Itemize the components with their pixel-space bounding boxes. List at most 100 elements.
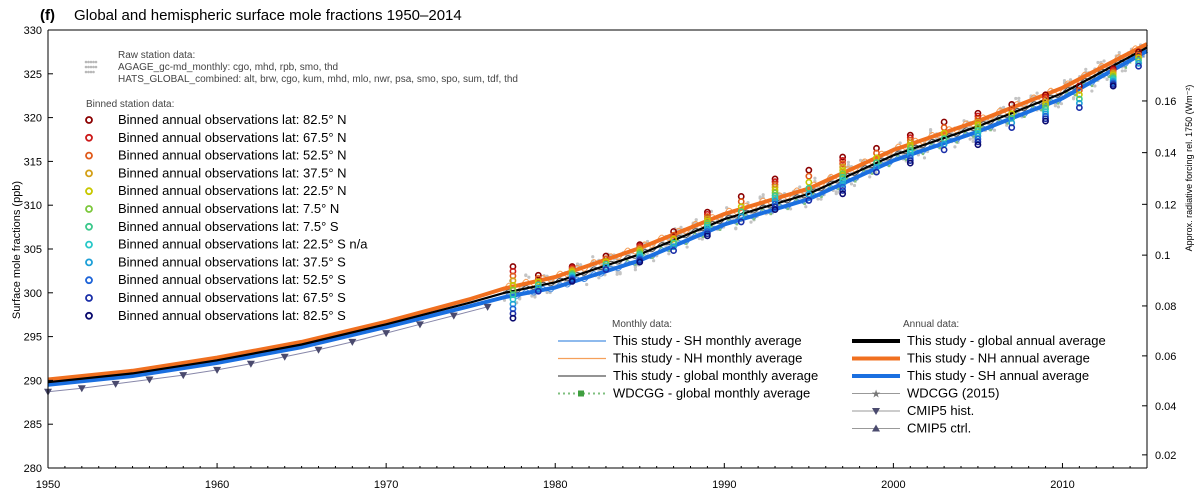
y-axis-label: Surface mole fractions (ppb) [11, 181, 23, 319]
cmip5-hist-marker [77, 385, 86, 393]
binned-point [839, 190, 847, 198]
wdcgg-point [778, 203, 781, 206]
wdcgg-point [676, 239, 680, 242]
binned-point [839, 183, 847, 191]
raw-station-point [1084, 67, 1088, 71]
raw-station-point [1062, 79, 1067, 83]
raw-station-point [758, 195, 762, 199]
binned-legend-label: Binned annual observations lat: 82.5° S [118, 308, 346, 323]
raw-legend-dot [89, 65, 93, 69]
raw-legend-dot [84, 70, 88, 74]
raw-station-point [1123, 69, 1127, 73]
wdcgg-point [744, 213, 747, 216]
wdcgg-point [803, 202, 806, 206]
binned-point [974, 138, 982, 146]
raw-station-point [1117, 51, 1121, 55]
annual-legend-heading: Annual data: [903, 319, 959, 330]
wdcgg-point [845, 177, 849, 180]
wdcgg-point [811, 192, 815, 195]
raw-station-point [518, 297, 522, 301]
binned-point [839, 166, 847, 174]
raw-station-point [819, 197, 823, 201]
binned-point [1075, 86, 1083, 94]
wdcgg-point [913, 148, 916, 152]
wdcgg-point [735, 222, 739, 226]
binned-point [873, 168, 880, 176]
wdcgg-point [997, 118, 1001, 122]
wdcgg-point [1107, 75, 1111, 78]
binned-point [1075, 99, 1083, 107]
raw-station-point [1017, 96, 1021, 100]
annual-legend-label: CMIP5 ctrl. [907, 421, 971, 436]
x-tick-label: 1990 [712, 479, 736, 491]
raw-legend-dot [89, 60, 93, 64]
monthly-legend-label: WDCGG - global monthly average [613, 386, 810, 401]
binned-point [1042, 117, 1049, 125]
monthly-legend-label: This study - global monthly average [613, 368, 818, 383]
plot-area [44, 30, 1148, 468]
binned-point [839, 187, 847, 194]
raw-station-point [618, 272, 622, 276]
binned-point [1135, 62, 1142, 70]
y-tick-label: 310 [24, 200, 42, 212]
raw-station-point [1105, 77, 1109, 81]
binned-point [534, 281, 542, 289]
wdcgg-point [820, 195, 823, 198]
raw-station-point [813, 176, 817, 180]
binned-legend-marker [85, 151, 93, 160]
raw-station-point [798, 185, 802, 189]
y-tick-label: 300 [24, 288, 42, 300]
right-tick-label: 0.16 [1155, 96, 1176, 108]
wdcgg-point [1082, 82, 1085, 85]
wdcgg-point [964, 131, 967, 134]
raw-station-point [858, 158, 863, 162]
raw-station-point [615, 272, 619, 276]
binned-point [1008, 124, 1016, 131]
wdcgg-point [718, 228, 722, 231]
wdcgg-point [710, 225, 713, 228]
wdcgg-point [1124, 66, 1128, 69]
binned-point [771, 206, 779, 213]
wdcgg-point [879, 161, 882, 165]
right-tick-label: 0.08 [1155, 301, 1176, 313]
binned-point [602, 266, 610, 273]
raw-station-point [533, 295, 537, 299]
wdcgg-point [896, 154, 899, 157]
wdcgg-point [837, 187, 840, 191]
raw-station-point [1068, 78, 1073, 82]
wdcgg-point [634, 263, 637, 266]
raw-legend-dot [87, 60, 90, 64]
raw-station-point [545, 290, 549, 295]
raw-station-point [597, 276, 601, 280]
monthly-legend-label: This study - SH monthly average [613, 333, 802, 348]
binned-point [670, 247, 677, 254]
raw-station-point [502, 298, 507, 302]
raw-station-point [1059, 102, 1064, 106]
y-tick-label: 320 [24, 113, 42, 125]
binned-point [534, 278, 542, 286]
binned-point [906, 159, 914, 167]
raw-station-point [700, 237, 704, 241]
y-tick-label: 305 [24, 244, 42, 256]
binned-legend-marker [85, 311, 93, 320]
cmip5-hist-marker [449, 312, 458, 320]
raw-station-point [922, 156, 927, 160]
raw-legend-dot [92, 65, 95, 69]
raw-station-point [1056, 105, 1061, 109]
binned-point [906, 157, 914, 165]
cmip5-hist-marker [280, 353, 289, 361]
wdcgg-point [887, 164, 891, 168]
binned-point [940, 146, 948, 154]
raw-station-point [667, 252, 671, 256]
binned-point [534, 284, 542, 292]
wdcgg-point [1057, 102, 1060, 105]
wdcgg-point [854, 180, 857, 183]
binned-point [704, 232, 711, 240]
cmip5-hist-marker [382, 330, 391, 338]
binned-legend-marker [85, 222, 93, 231]
wdcgg-point [921, 152, 925, 156]
legends: Raw station data:AGAGE_gc-md_monthly: cg… [84, 50, 1106, 436]
wdcgg-point [1073, 93, 1077, 97]
binned-point [568, 278, 576, 285]
cmip5-hist-line [47, 306, 488, 393]
